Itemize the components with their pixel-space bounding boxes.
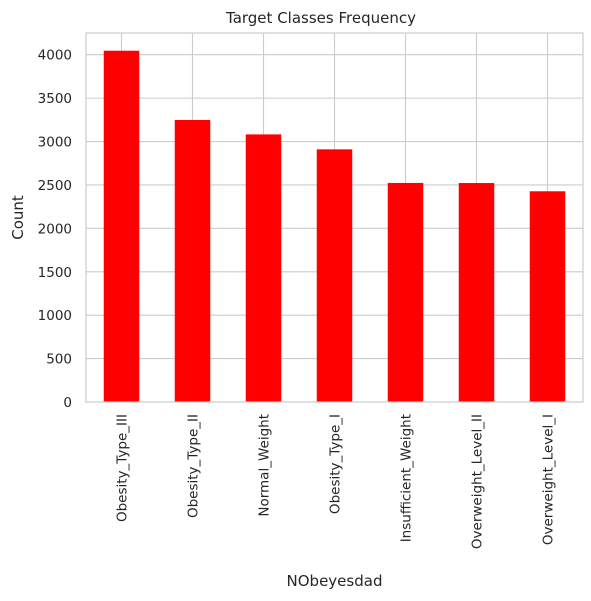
bar-overweight-level-i: [529, 191, 566, 402]
y-tick-label: 1500: [38, 265, 72, 281]
y-axis-label: Count: [9, 195, 27, 240]
x-axis-label: NObeyesdad: [287, 572, 383, 590]
bar-insufficient-weight: [387, 182, 424, 402]
plot-frame: [85, 32, 584, 403]
y-tick-label: 1000: [38, 308, 72, 324]
bars: [103, 50, 566, 402]
y-tick-label: 2000: [38, 221, 72, 237]
y-tick-label: 4000: [38, 48, 72, 64]
x-tick-label: Obesity_Type_II: [186, 414, 202, 518]
x-tick-labels: Obesity_Type_III Obesity_Type_II Normal_We…: [115, 414, 557, 549]
chart-title: Target Classes Frequency: [225, 9, 416, 27]
x-tick-label: Overweight_Level_I: [541, 414, 557, 545]
bar-normal-weight: [245, 134, 282, 402]
bar-obesity-type-iii: [103, 50, 140, 402]
y-tick-label: 3000: [38, 135, 72, 151]
x-tick-label: Obesity_Type_I: [328, 414, 344, 514]
y-tick-labels: 0 500 1000 1500 2000 2500 3000 3500 4000: [38, 48, 72, 411]
y-tick-label: 0: [63, 395, 72, 411]
bar-obesity-type-i: [316, 149, 353, 402]
y-tick-label: 3500: [38, 91, 72, 107]
x-tick-label: Normal_Weight: [257, 414, 273, 517]
x-tick-label: Obesity_Type_III: [115, 414, 131, 522]
y-tick-label: 500: [46, 352, 72, 368]
bar-obesity-type-ii: [174, 119, 211, 402]
y-tick-label: 2500: [38, 178, 72, 194]
x-tick-label: Insufficient_Weight: [399, 414, 415, 542]
x-tick-label: Overweight_Level_II: [470, 414, 486, 549]
bar-overweight-level-ii: [458, 183, 495, 402]
